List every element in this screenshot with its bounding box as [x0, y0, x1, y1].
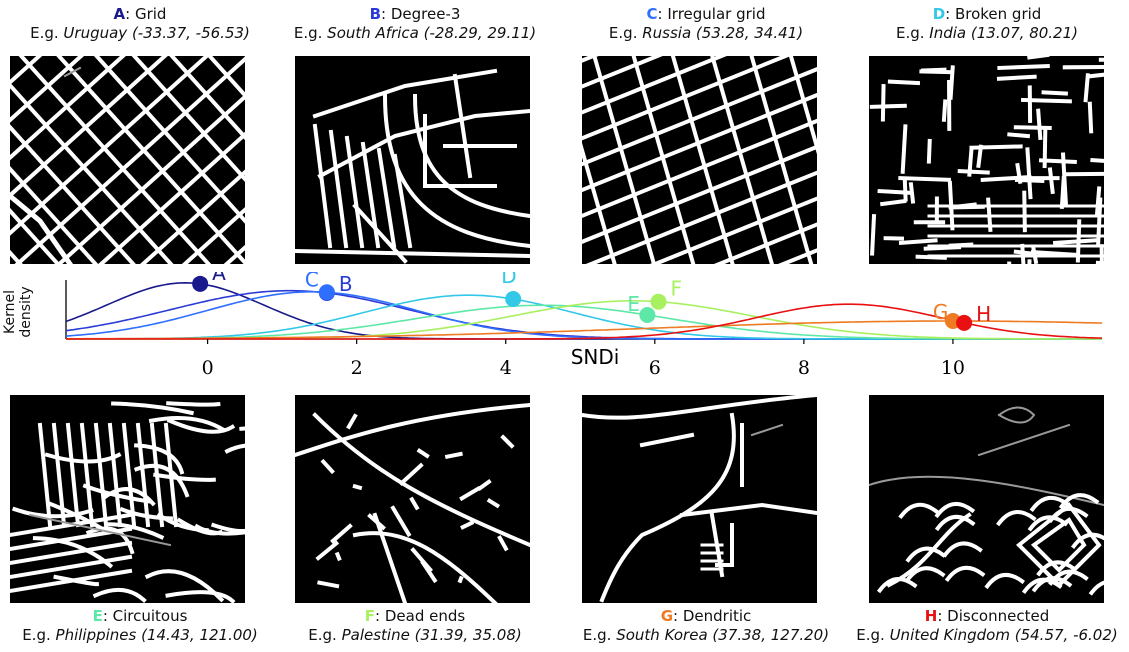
marker-label-b: B [339, 272, 353, 296]
marker-h [956, 314, 973, 331]
eg-label: E.g. [22, 626, 51, 644]
marker-e [639, 306, 656, 323]
street-map-a [10, 56, 245, 264]
marker-label-d: D [501, 272, 516, 288]
marker-label-e: E [627, 292, 640, 316]
marker-f [650, 293, 667, 310]
street-map-c [582, 56, 817, 264]
kernel-density-chart: A B C D E F G H 0 2 4 6 8 10 SNDi [65, 272, 1103, 379]
panel-letter: C [646, 5, 658, 23]
eg-label: E.g. [293, 24, 323, 42]
street-map-h [869, 395, 1104, 603]
road-network [295, 68, 530, 264]
marker-label-a: A [212, 272, 226, 285]
marker-label-g: G [933, 300, 949, 324]
road-network [582, 56, 817, 264]
x-tick-label: 8 [798, 357, 810, 379]
x-axis-label: SNDi [571, 345, 620, 369]
panel-caption-b: B: Degree-3 E.g. South Africa (-28.29, 29… [293, 5, 537, 42]
panel-name: Circuitous [112, 607, 188, 625]
road-network [869, 406, 1104, 596]
eg-label: E.g. [582, 626, 612, 644]
panel-caption-g: G: Dendritic E.g. South Korea (37.38, 127… [582, 607, 830, 644]
road-network [10, 401, 245, 603]
density-curve-e [66, 304, 1102, 340]
panel-place: India (13.07, 80.21) [929, 24, 1079, 42]
density-curve-g [66, 320, 1103, 340]
panel-caption-d: D: Broken grid E.g. India (13.07, 80.21) [895, 5, 1079, 42]
density-curve-h [66, 303, 1103, 340]
panel-letter: D [932, 5, 946, 23]
x-tick-label: 10 [941, 357, 965, 379]
panel-caption-h: H: Disconnected E.g. United Kingdom (54.5… [856, 607, 1118, 644]
eg-label: E.g. [856, 626, 885, 644]
marker-label-f: F [671, 277, 683, 301]
x-tick-label: 4 [500, 357, 512, 379]
marker-d [505, 291, 522, 308]
panel-name: Disconnected [947, 607, 1050, 625]
road-network [295, 402, 530, 603]
panel-name: Degree-3 [390, 5, 461, 23]
panel-letter: G [660, 607, 674, 625]
panel-letter: A [113, 5, 126, 23]
road-network [582, 395, 817, 603]
eg-label: E.g. [895, 24, 925, 42]
street-map-f [295, 395, 530, 603]
x-tick-label: 0 [202, 357, 214, 379]
street-map-g [582, 395, 817, 603]
panel-name: Irregular grid [667, 5, 766, 23]
marker-label-c: C [305, 272, 319, 291]
panel-caption-f: F: Dead ends E.g. Palestine (31.39, 35.08… [308, 607, 522, 644]
marker-label-h: H [976, 302, 991, 326]
panel-caption-c: C: Irregular grid E.g. Russia (53.28, 34.… [608, 5, 804, 42]
panel-name: Dead ends [384, 607, 466, 625]
panel-name: Broken grid [954, 5, 1042, 23]
panel-letter: H [924, 607, 938, 625]
panel-place: South Korea (37.38, 127.20) [616, 626, 830, 644]
panel-letter: E [92, 607, 103, 625]
street-map-b [295, 56, 530, 264]
panel-letter: B [369, 5, 382, 23]
panel-place: Russia (53.28, 34.41) [642, 24, 804, 42]
road-network [10, 56, 245, 264]
panel-place: Uruguay (-33.37, -56.53) [63, 24, 250, 42]
eg-label: E.g. [608, 24, 638, 42]
panel-place: Philippines (14.43, 121.00) [55, 626, 258, 644]
marker-a [192, 275, 209, 292]
panel-name: Grid [134, 5, 167, 23]
panel-place: United Kingdom (54.57, -6.02) [889, 626, 1118, 644]
panel-caption-e: E: Circuitous E.g. Philippines (14.43, 12… [22, 607, 258, 644]
panel-caption-a: A: Grid E.g. Uruguay (-33.37, -56.53) [30, 5, 250, 42]
marker-c [318, 284, 335, 301]
panel-place: South Africa (-28.29, 29.11) [327, 24, 537, 42]
road-network [869, 56, 1104, 264]
x-tick-label: 2 [351, 357, 363, 379]
street-map-e [10, 395, 245, 603]
panel-name: Dendritic [682, 607, 752, 625]
panel-place: Palestine (31.39, 35.08) [341, 626, 522, 644]
eg-label: E.g. [308, 626, 337, 644]
x-tick-label: 6 [649, 357, 661, 379]
street-map-d [869, 56, 1104, 264]
eg-label: E.g. [30, 24, 59, 42]
panel-letter: F [364, 607, 376, 625]
